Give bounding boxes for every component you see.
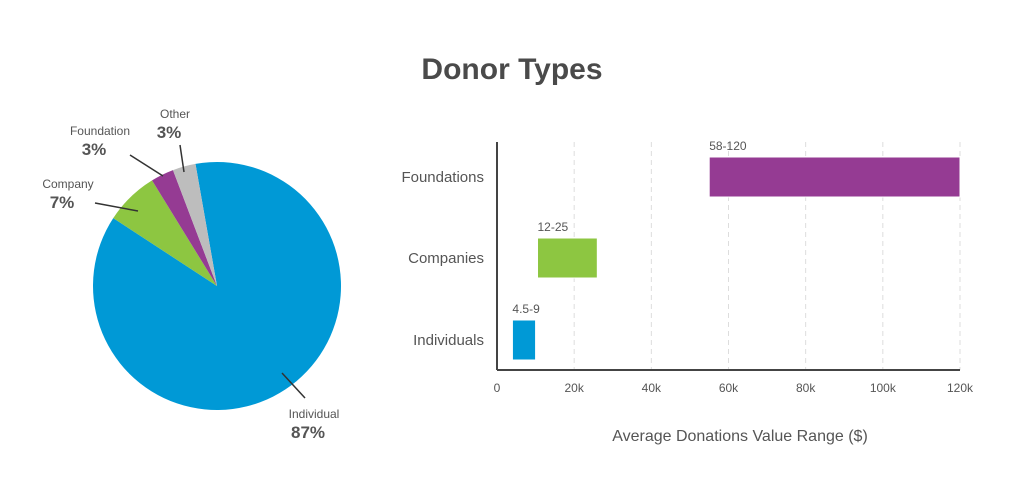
leader-line xyxy=(129,154,164,177)
x-tick-label: 80k xyxy=(796,381,816,395)
slice-percent: 7% xyxy=(50,193,75,212)
bar-companies xyxy=(537,237,598,279)
y-category-label: Foundations xyxy=(401,169,484,186)
leader-line xyxy=(281,372,306,399)
bar-value-label: 58-120 xyxy=(709,139,747,153)
bar-value-label: 4.5-9 xyxy=(512,302,540,316)
slice-percent: 3% xyxy=(82,140,107,159)
pie-slice-foundation xyxy=(152,170,217,286)
x-tick-label: 60k xyxy=(719,381,739,395)
bar-foundations xyxy=(708,156,961,198)
x-tick-label: 40k xyxy=(642,381,662,395)
bar-chart: 0 20k 40k 60k 80k 100k 120k 58-120 Foundations 12… xyxy=(401,139,974,395)
slice-percent: 3% xyxy=(157,123,182,142)
y-category-label: Individuals xyxy=(413,332,484,349)
pie-slice-company xyxy=(113,180,217,286)
bar-value-label: 12-25 xyxy=(538,220,569,234)
x-axis-label: Average Donations Value Range ($) xyxy=(612,428,868,445)
pie-slice-individual xyxy=(92,161,341,410)
slice-label: Individual xyxy=(289,407,340,421)
leader-line xyxy=(179,144,185,173)
pie-chart: Individual 87% Company 7% Foundation 3% Other 3… xyxy=(42,107,341,442)
x-tick-label: 20k xyxy=(564,381,584,395)
x-tick-label: 100k xyxy=(870,381,897,395)
chart-title: Donor Types xyxy=(421,53,602,86)
x-tick-label: 0 xyxy=(494,381,501,395)
x-tick-label: 120k xyxy=(947,381,974,395)
slice-label: Other xyxy=(160,107,190,121)
leader-line xyxy=(94,202,139,212)
slice-label: Company xyxy=(42,177,93,191)
bar-individuals xyxy=(511,319,537,361)
y-category-label: Companies xyxy=(408,250,484,267)
slice-percent: 87% xyxy=(291,423,325,442)
slice-label: Foundation xyxy=(70,124,130,138)
pie-slice-other xyxy=(172,163,217,286)
